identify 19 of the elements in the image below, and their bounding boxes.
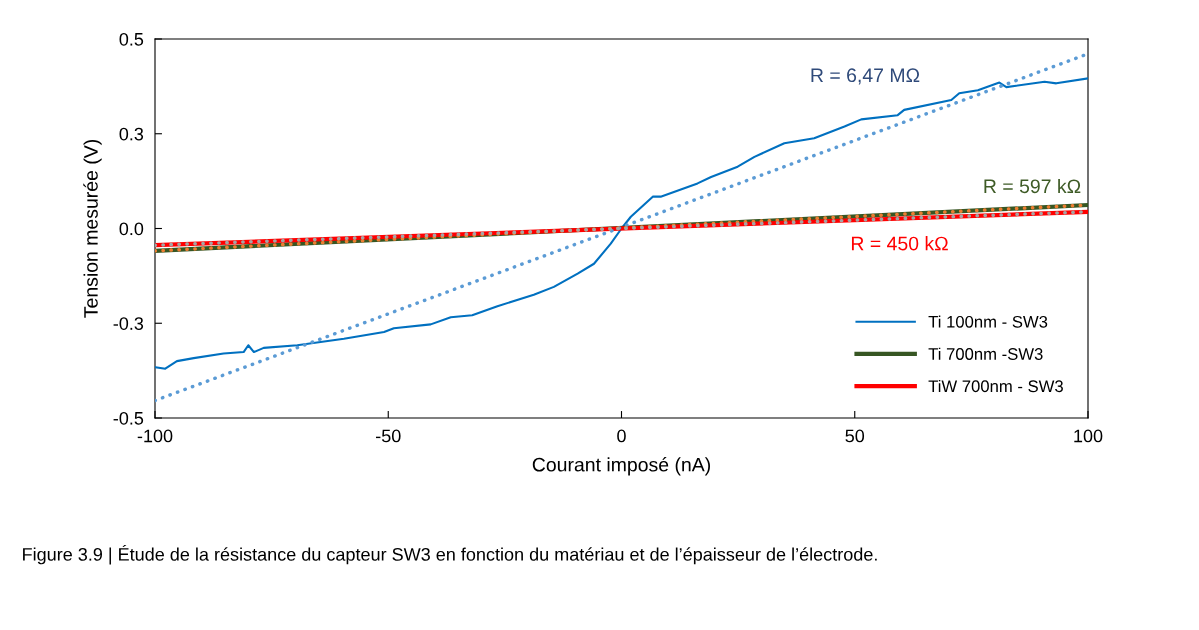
x-axis-title: Courant imposé (nA) <box>532 457 710 476</box>
y-tick-label: 0.5 <box>119 32 144 46</box>
x-tick-label: 50 <box>845 429 865 443</box>
annotation: R = 597 kΩ <box>984 178 1081 194</box>
x-tick-label: -100 <box>137 429 173 443</box>
caption: Figure 3.9 | Étude de la résistance du capteur SW3 en fonction du matériau et de l’épaisseur de l’électrode. <box>23 544 877 565</box>
y-tick-label: 0.3 <box>119 127 144 141</box>
y-tick-label: 0.0 <box>119 222 144 236</box>
y-axis-title: Tension mesurée (V) <box>83 140 102 318</box>
annotation: R = 6,47 MΩ <box>811 68 920 85</box>
y-tick-label: -0.5 <box>113 411 144 425</box>
x-tick-label: 100 <box>1074 429 1103 443</box>
legend-label: TiW 700nm - SW3 <box>928 379 1063 393</box>
x-tick-label: -50 <box>376 429 401 443</box>
legend-label: Ti 100nm - SW3 <box>928 315 1048 328</box>
x-tick-label: 0 <box>617 429 626 443</box>
y-tick-label: -0.3 <box>113 317 144 330</box>
annotation: R = 450 kΩ <box>851 236 948 251</box>
legend-label: Ti 700nm -SW3 <box>928 347 1043 360</box>
